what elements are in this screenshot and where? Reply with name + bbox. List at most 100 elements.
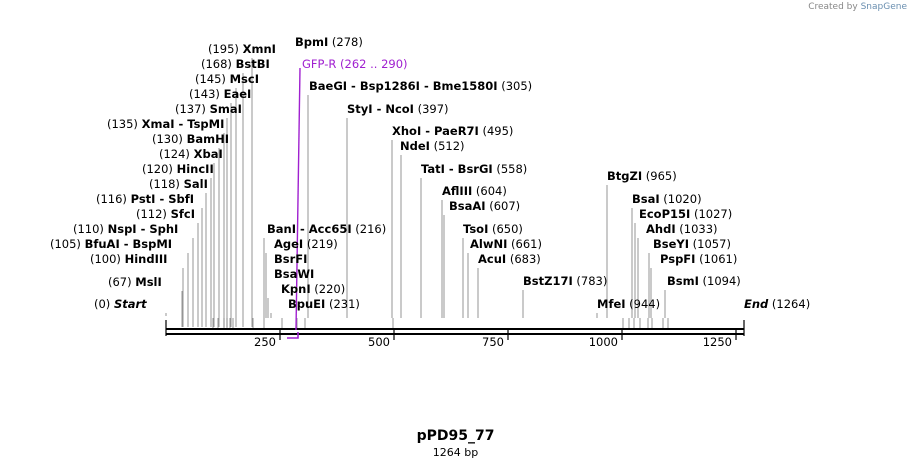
enzyme-name: - PaeR7I [421, 124, 479, 138]
site-position: (944) [626, 297, 661, 311]
site-label-smai: (137) SmaI [175, 102, 242, 116]
enzyme-name: HincII [177, 162, 214, 176]
site-position: (110) [73, 222, 108, 236]
enzyme-name: BtgZI [607, 169, 642, 183]
enzyme-name: XhoI [392, 124, 421, 138]
site-position: (137) [175, 102, 210, 116]
enzyme-name: - SphI [137, 222, 179, 236]
site-position: (1094) [699, 274, 741, 288]
plasmid-length: 1264 bp [432, 446, 479, 459]
site-label-xhoi: XhoI - PaeR7I (495) [392, 124, 513, 138]
site-label-kpni: KpnI (220) [281, 282, 345, 296]
site-label-bsaai: BsaAI (607) [449, 199, 520, 213]
site-label-psti: (116) PstI - SbfI [96, 192, 194, 206]
site-label-bani: BanI - Acc65I (216) [267, 222, 386, 236]
site-position: (143) [189, 87, 224, 101]
enzyme-name: HindIII [125, 252, 168, 266]
site-label-ecop15i: EcoP15I (1027) [639, 207, 732, 221]
enzyme-name: - TspMI [174, 117, 224, 131]
enzyme-name: - BsrGI [445, 162, 493, 176]
enzyme-name: BanI [267, 222, 296, 236]
site-position: (1033) [676, 222, 718, 236]
site-position: (661) [507, 237, 542, 251]
site-label-sali: (118) SalI [149, 177, 208, 191]
site-position: (305) [498, 79, 533, 93]
site-label-xmni: (195) XmnI [208, 42, 276, 56]
enzyme-name: BfuAI [85, 237, 120, 251]
site-label-xmai: (135) XmaI - TspMI [107, 117, 224, 131]
ruler-ticks: 250 500 750 1000 1250 [254, 329, 737, 349]
site-label-styi: StyI - NcoI (397) [347, 102, 449, 116]
site-label-btgzi: BtgZI (965) [607, 169, 677, 183]
enzyme-name: - SbfI [155, 192, 194, 206]
site-label-pspfi: PspFI (1061) [660, 252, 737, 266]
ruler-label-250: 250 [254, 335, 276, 349]
site-label-bseyi: BseYI (1057) [653, 237, 731, 251]
site-position: (1057) [689, 237, 731, 251]
site-position: (118) [149, 177, 184, 191]
enzyme-name: BamHI [187, 132, 229, 146]
enzyme-name: Start [114, 297, 147, 311]
site-label-tsoi: TsoI (650) [463, 222, 523, 236]
site-position: (965) [642, 169, 677, 183]
site-label-ndei: NdeI (512) [400, 139, 465, 153]
enzyme-name: BsaWI [274, 267, 314, 281]
site-label-hindiii: (100) HindIII [90, 252, 167, 266]
site-label-bsawi: BsaWI [274, 267, 314, 281]
enzyme-name: TsoI [463, 222, 488, 236]
site-label-start: (0) Start [94, 297, 147, 311]
site-position: (1061) [695, 252, 737, 266]
site-position: (783) [573, 274, 608, 288]
enzyme-name: TatI [421, 162, 445, 176]
enzyme-name: XmnI [243, 42, 276, 56]
site-position: (683) [506, 252, 541, 266]
enzyme-name: SfcI [171, 207, 195, 221]
site-label-acui: AcuI (683) [478, 252, 541, 266]
site-position: (124) [159, 147, 194, 161]
site-label-gfp-r: GFP-R (262 .. 290) [302, 57, 408, 71]
site-position: (135) [107, 117, 142, 131]
enzyme-name: NdeI [400, 139, 430, 153]
sequence-ruler: 250 500 750 1000 1250 [165, 320, 745, 349]
site-position: (130) [152, 132, 187, 146]
site-label-mfei: MfeI (944) [597, 297, 660, 311]
site-label-end: End (1264) [744, 297, 810, 311]
site-label-sfci: (112) SfcI [136, 207, 195, 221]
enzyme-name: BaeGI [309, 79, 347, 93]
gfp-r-feature [287, 67, 301, 339]
site-position: (650) [488, 222, 523, 236]
gfp-r-leader [295, 67, 301, 331]
enzyme-name: PstI [131, 192, 156, 206]
enzyme-name: AlwNI [470, 237, 507, 251]
enzyme-name: EaeI [224, 87, 252, 101]
enzyme-name: XbaI [194, 147, 223, 161]
enzyme-name: BstBI [236, 57, 270, 71]
site-position: (512) [430, 139, 465, 153]
ruler-label-500: 500 [368, 335, 390, 349]
site-position: (607) [486, 199, 521, 213]
enzyme-name: SalI [184, 177, 208, 191]
plasmid-name: pPD95_77 [416, 428, 495, 444]
site-position: (1020) [660, 192, 702, 206]
site-label-tati: TatI - BsrGI (558) [421, 162, 527, 176]
site-label-hincii: (120) HincII [142, 162, 214, 176]
ruler-label-1250: 1250 [703, 335, 732, 349]
ruler-label-750: 750 [482, 335, 504, 349]
enzyme-name: MscI [230, 72, 259, 86]
site-label-baegi: BaeGI - Bsp1286I - Bme1580I (305) [309, 79, 532, 93]
enzyme-name: BpmI [295, 35, 328, 49]
snapgene-credit: Created by SnapGene [808, 2, 907, 12]
ruler-label-1000: 1000 [589, 335, 618, 349]
site-label-afliii: AflIII (604) [442, 184, 507, 198]
site-position: (278) [328, 35, 363, 49]
enzyme-name: BsaI [632, 192, 660, 206]
site-position: (67) [108, 275, 135, 289]
site-label-bpuei: BpuEI (231) [288, 297, 360, 311]
site-position: (262 .. 290) [336, 57, 407, 71]
site-label-bsmi: BsmI (1094) [667, 274, 741, 288]
site-label-bsai: BsaI (1020) [632, 192, 702, 206]
enzyme-name: PspFI [660, 252, 695, 266]
site-labels: BpmI (278)(195) XmnI(168) BstBI(145) Msc… [50, 35, 810, 311]
site-label-bstbi: (168) BstBI [201, 57, 270, 71]
enzyme-name: AflIII [442, 184, 472, 198]
